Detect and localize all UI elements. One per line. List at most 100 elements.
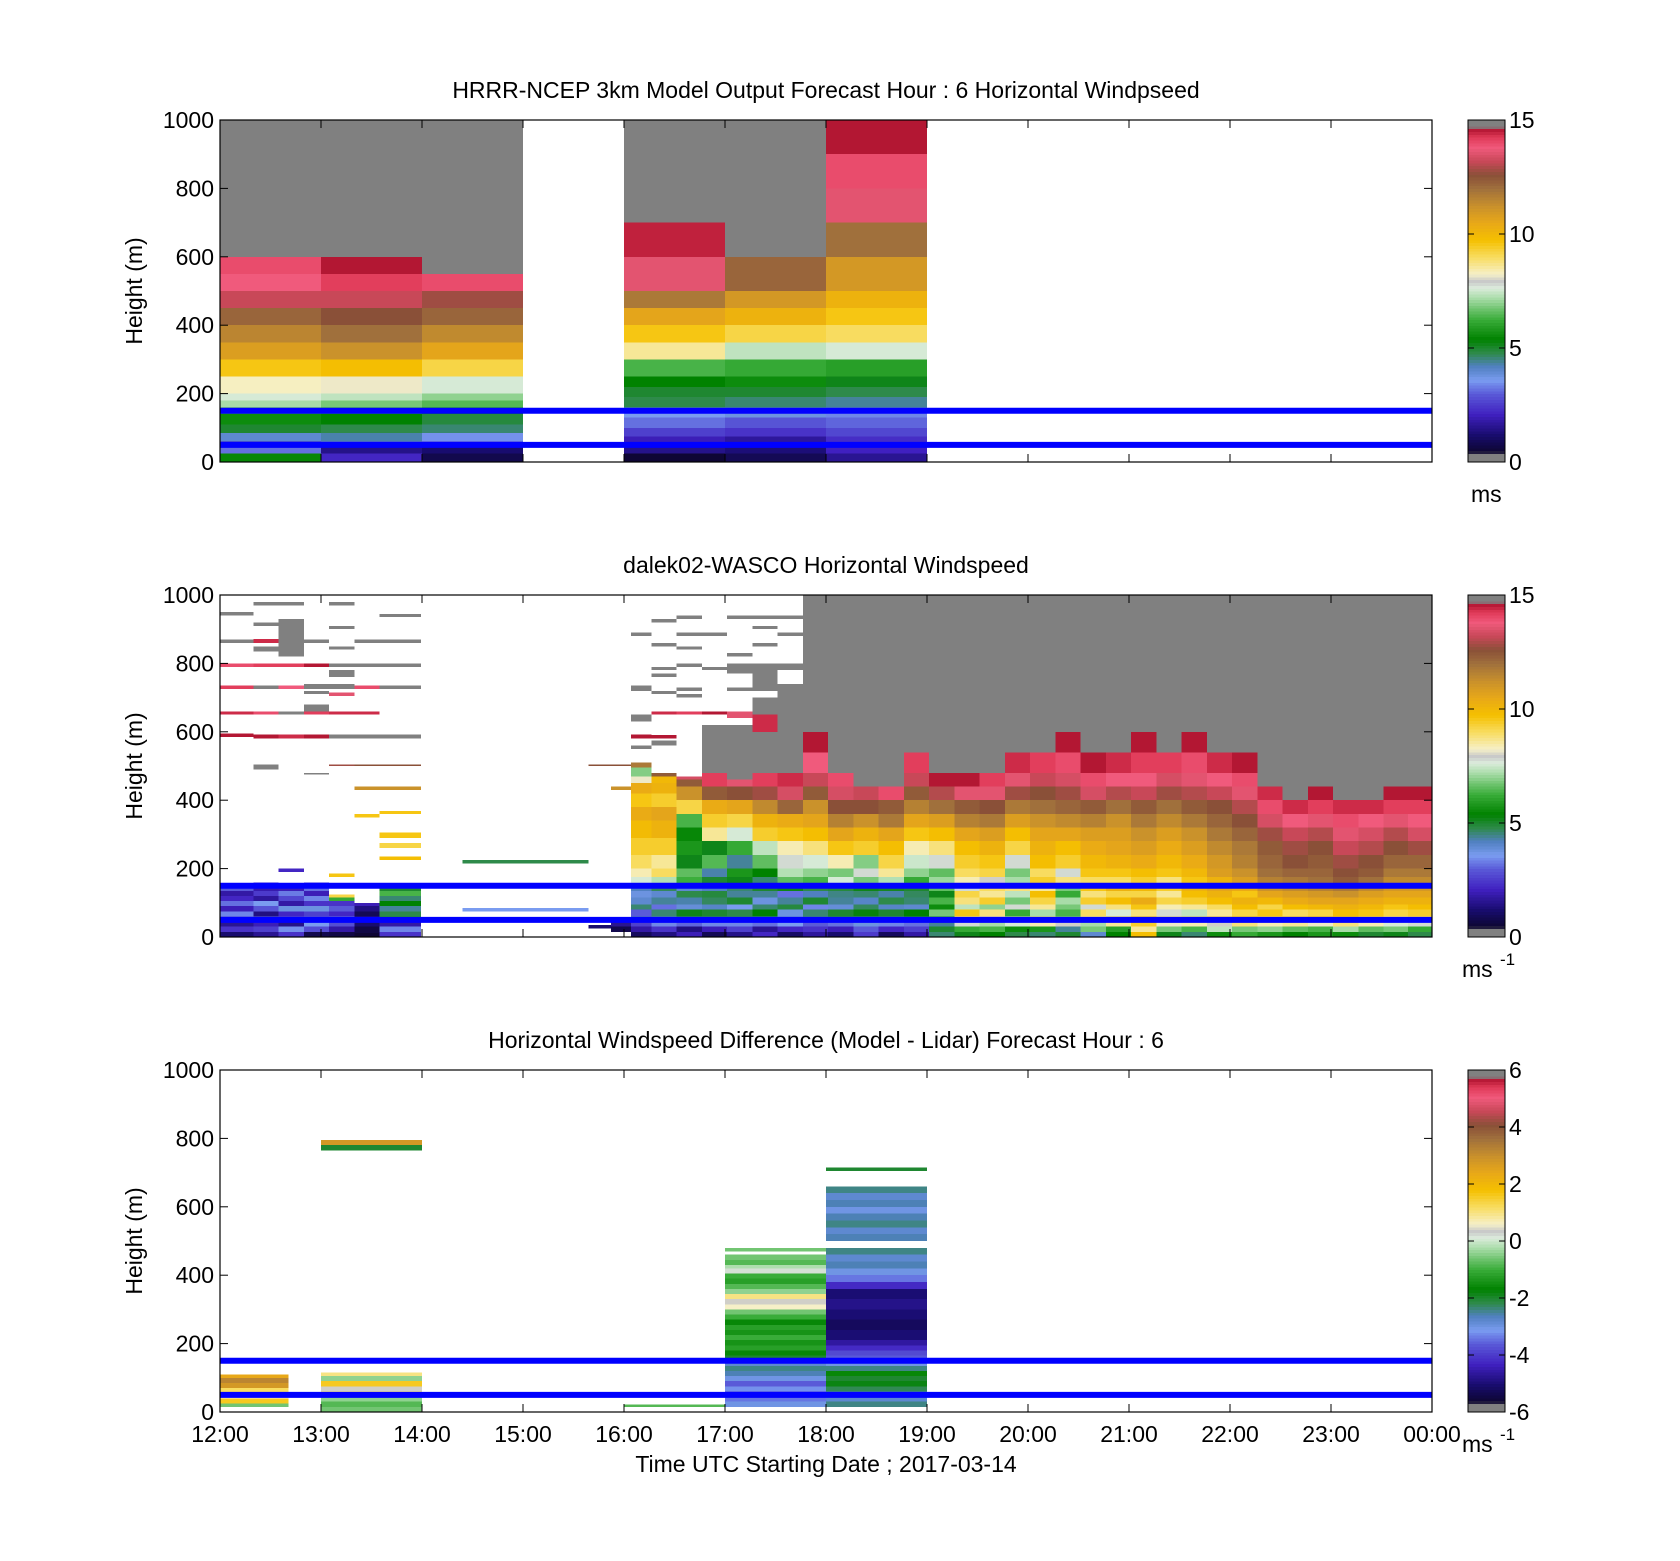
heatmap-cell	[1282, 827, 1308, 842]
heatmap-cell	[354, 911, 380, 917]
heatmap-cell	[1383, 868, 1408, 878]
colorbar-swatch	[1468, 851, 1505, 855]
x-tick-label: 22:00	[1201, 1421, 1259, 1447]
heatmap-cell	[1080, 752, 1106, 773]
heatmap-cell	[651, 890, 677, 898]
heatmap-cell	[651, 837, 677, 855]
heatmap-cell	[1232, 926, 1258, 932]
heatmap-cell	[826, 1381, 927, 1387]
heatmap-cell	[903, 897, 930, 905]
heatmap-cell	[954, 931, 980, 937]
heatmap-cell	[1232, 772, 1258, 787]
heatmap-cell	[727, 904, 753, 910]
colorbar-swatch	[1468, 202, 1505, 207]
heatmap-cell	[777, 632, 803, 637]
colorbar-swatch	[1468, 737, 1505, 741]
colorbar-tick-label: 5	[1509, 810, 1522, 836]
heatmap-cell	[853, 897, 879, 905]
colorbar-tick-label: 15	[1509, 582, 1535, 608]
colorbar-swatch	[1468, 731, 1505, 736]
heatmap-cell	[253, 926, 279, 932]
heatmap-cell	[725, 1294, 826, 1300]
colorbar-swatch	[1468, 453, 1505, 457]
heatmap-cell	[727, 827, 753, 842]
heatmap-cell	[1105, 890, 1132, 898]
colorbar-unit: ms	[1462, 956, 1493, 982]
heatmap-cell	[1131, 772, 1157, 787]
heatmap-cell	[220, 711, 254, 715]
heatmap-cell	[253, 906, 279, 912]
colorbar-swatch	[1468, 1400, 1505, 1405]
heatmap-cell	[278, 911, 304, 917]
heatmap-cell	[826, 1396, 927, 1402]
heatmap-cell	[1030, 890, 1056, 898]
heatmap-cell	[1105, 772, 1132, 787]
heatmap-cell	[826, 1275, 927, 1283]
heatmap-cell	[752, 772, 778, 787]
heatmap-cell	[878, 854, 904, 869]
heatmap-cell	[1257, 897, 1283, 905]
y-tick-label: 1000	[163, 582, 214, 608]
heatmap-cell	[954, 877, 980, 886]
colorbar-swatch	[1468, 137, 1505, 141]
heatmap-cell	[1333, 841, 1359, 855]
heatmap-cell	[1232, 800, 1258, 814]
heatmap-cell	[1080, 926, 1106, 932]
heatmap-cell	[826, 1350, 927, 1356]
heatmap-cell	[303, 639, 330, 643]
heatmap-cell	[354, 734, 380, 739]
heatmap-cell	[701, 813, 728, 828]
heatmap-cell	[379, 931, 421, 937]
colorbar-tick-label: -2	[1509, 1285, 1529, 1311]
heatmap-cell	[954, 904, 980, 910]
heatmap-cell	[903, 909, 930, 917]
colorbar-swatch	[1468, 740, 1505, 744]
heatmap-cell	[422, 400, 523, 408]
colorbar-swatch	[1468, 1275, 1505, 1279]
heatmap-cell	[1232, 868, 1258, 878]
heatmap-cell	[1055, 731, 1081, 753]
heatmap-cell	[329, 894, 355, 898]
heatmap-cell	[929, 800, 955, 814]
colorbar-swatch	[1468, 151, 1505, 155]
heatmap-cell	[1307, 877, 1334, 886]
colorbar-swatch	[1468, 219, 1505, 224]
heatmap-cell	[676, 711, 702, 715]
colorbar-swatch	[1468, 911, 1505, 915]
heatmap-cell	[878, 595, 904, 773]
heatmap-cell	[752, 731, 778, 753]
heatmap-cell	[422, 342, 523, 360]
heatmap-cell	[826, 1213, 927, 1221]
colorbar-swatch	[1468, 1394, 1505, 1399]
heatmap-cell	[828, 813, 854, 828]
heatmap-cell	[624, 1404, 725, 1407]
colorbar-swatch	[1468, 640, 1505, 645]
heatmap-cell	[903, 772, 930, 787]
colorbar-swatch	[1468, 908, 1505, 912]
y-tick-label: 0	[201, 924, 214, 950]
heatmap-cell	[1105, 904, 1132, 910]
heatmap-cell	[929, 786, 955, 801]
y-axis-label: Height (m)	[121, 237, 147, 344]
heatmap-cell	[1030, 931, 1056, 937]
heatmap-cell	[1004, 786, 1031, 801]
heatmap-cell	[1407, 841, 1432, 855]
heatmap-cell	[777, 931, 803, 937]
heatmap-cell	[329, 901, 355, 907]
colorbar-swatch	[1468, 917, 1505, 921]
heatmap-cell	[631, 909, 652, 917]
heatmap-cell	[1131, 890, 1157, 898]
colorbar-swatch	[1468, 447, 1505, 452]
heatmap-cell	[220, 639, 254, 643]
colorbar-swatch	[1468, 276, 1505, 281]
colorbar-swatch	[1468, 891, 1505, 895]
heatmap-cell	[878, 800, 904, 814]
heatmap-cell	[828, 772, 854, 787]
colorbar-swatch	[1468, 723, 1505, 727]
colorbar-swatch	[1468, 652, 1505, 656]
colorbar-swatch	[1468, 1389, 1505, 1393]
heatmap-cell	[1131, 841, 1157, 855]
colorbar-swatch	[1468, 1280, 1505, 1285]
heatmap-cell	[1282, 877, 1308, 886]
heatmap-cell	[802, 904, 829, 910]
